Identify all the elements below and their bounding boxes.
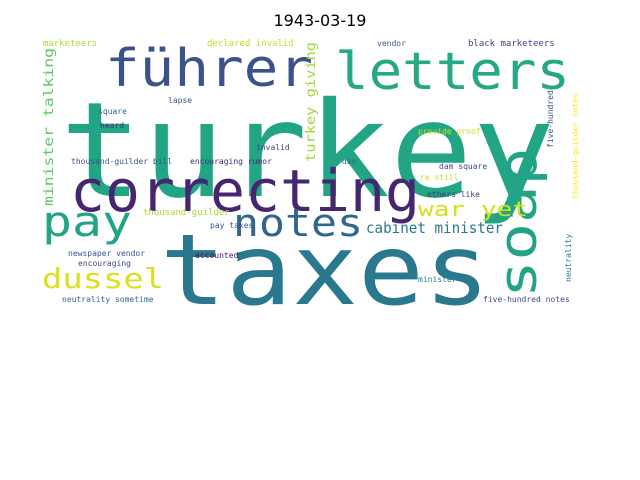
word: dam: [342, 157, 357, 166]
word: encouraging rumor: [190, 157, 272, 166]
word: soap: [489, 148, 549, 298]
word: taxes: [160, 214, 490, 306]
word: invalid: [256, 143, 290, 152]
word: thousand-guilder notes: [571, 93, 580, 199]
word: minister: [418, 275, 457, 284]
word: notes: [233, 201, 363, 245]
word: black marketeers: [468, 39, 555, 49]
word: marketeers: [43, 39, 97, 49]
word: correcting: [70, 157, 420, 225]
word: encouraging: [78, 259, 131, 268]
word: newspaper vendor: [68, 249, 145, 258]
word: declared invalid: [207, 39, 294, 49]
word: neutrality sometime: [62, 295, 154, 304]
word: vendor: [377, 39, 406, 48]
word: minister talking: [42, 48, 57, 206]
word: five-hundred: [546, 90, 555, 148]
word: square: [98, 107, 127, 116]
word: neutrality: [564, 234, 573, 282]
word: war yet: [418, 197, 528, 221]
word: turkey giving: [304, 42, 319, 162]
word: letters: [335, 42, 570, 102]
word: cabinet minister: [366, 219, 503, 237]
word: five-hundred notes: [483, 295, 570, 304]
word: provide proof: [418, 127, 481, 136]
word: thousand-guilder: [143, 208, 230, 218]
word: lapse: [168, 96, 192, 105]
word: dussel: [42, 262, 164, 295]
word: accounted: [195, 251, 239, 260]
word: turkey: [60, 74, 555, 228]
word: heard: [100, 121, 124, 130]
word: führer: [105, 39, 313, 99]
word: dam square: [439, 162, 487, 171]
word: pay taxes: [210, 221, 254, 230]
word: pay: [42, 197, 132, 246]
word-cloud: turkey taxes correcting letters führer s…: [42, 39, 580, 306]
chart-title: 1943-03-19: [273, 11, 367, 30]
word: others like: [427, 190, 480, 199]
word: thousand-guilder bill: [71, 157, 172, 166]
word: re still: [420, 173, 459, 182]
